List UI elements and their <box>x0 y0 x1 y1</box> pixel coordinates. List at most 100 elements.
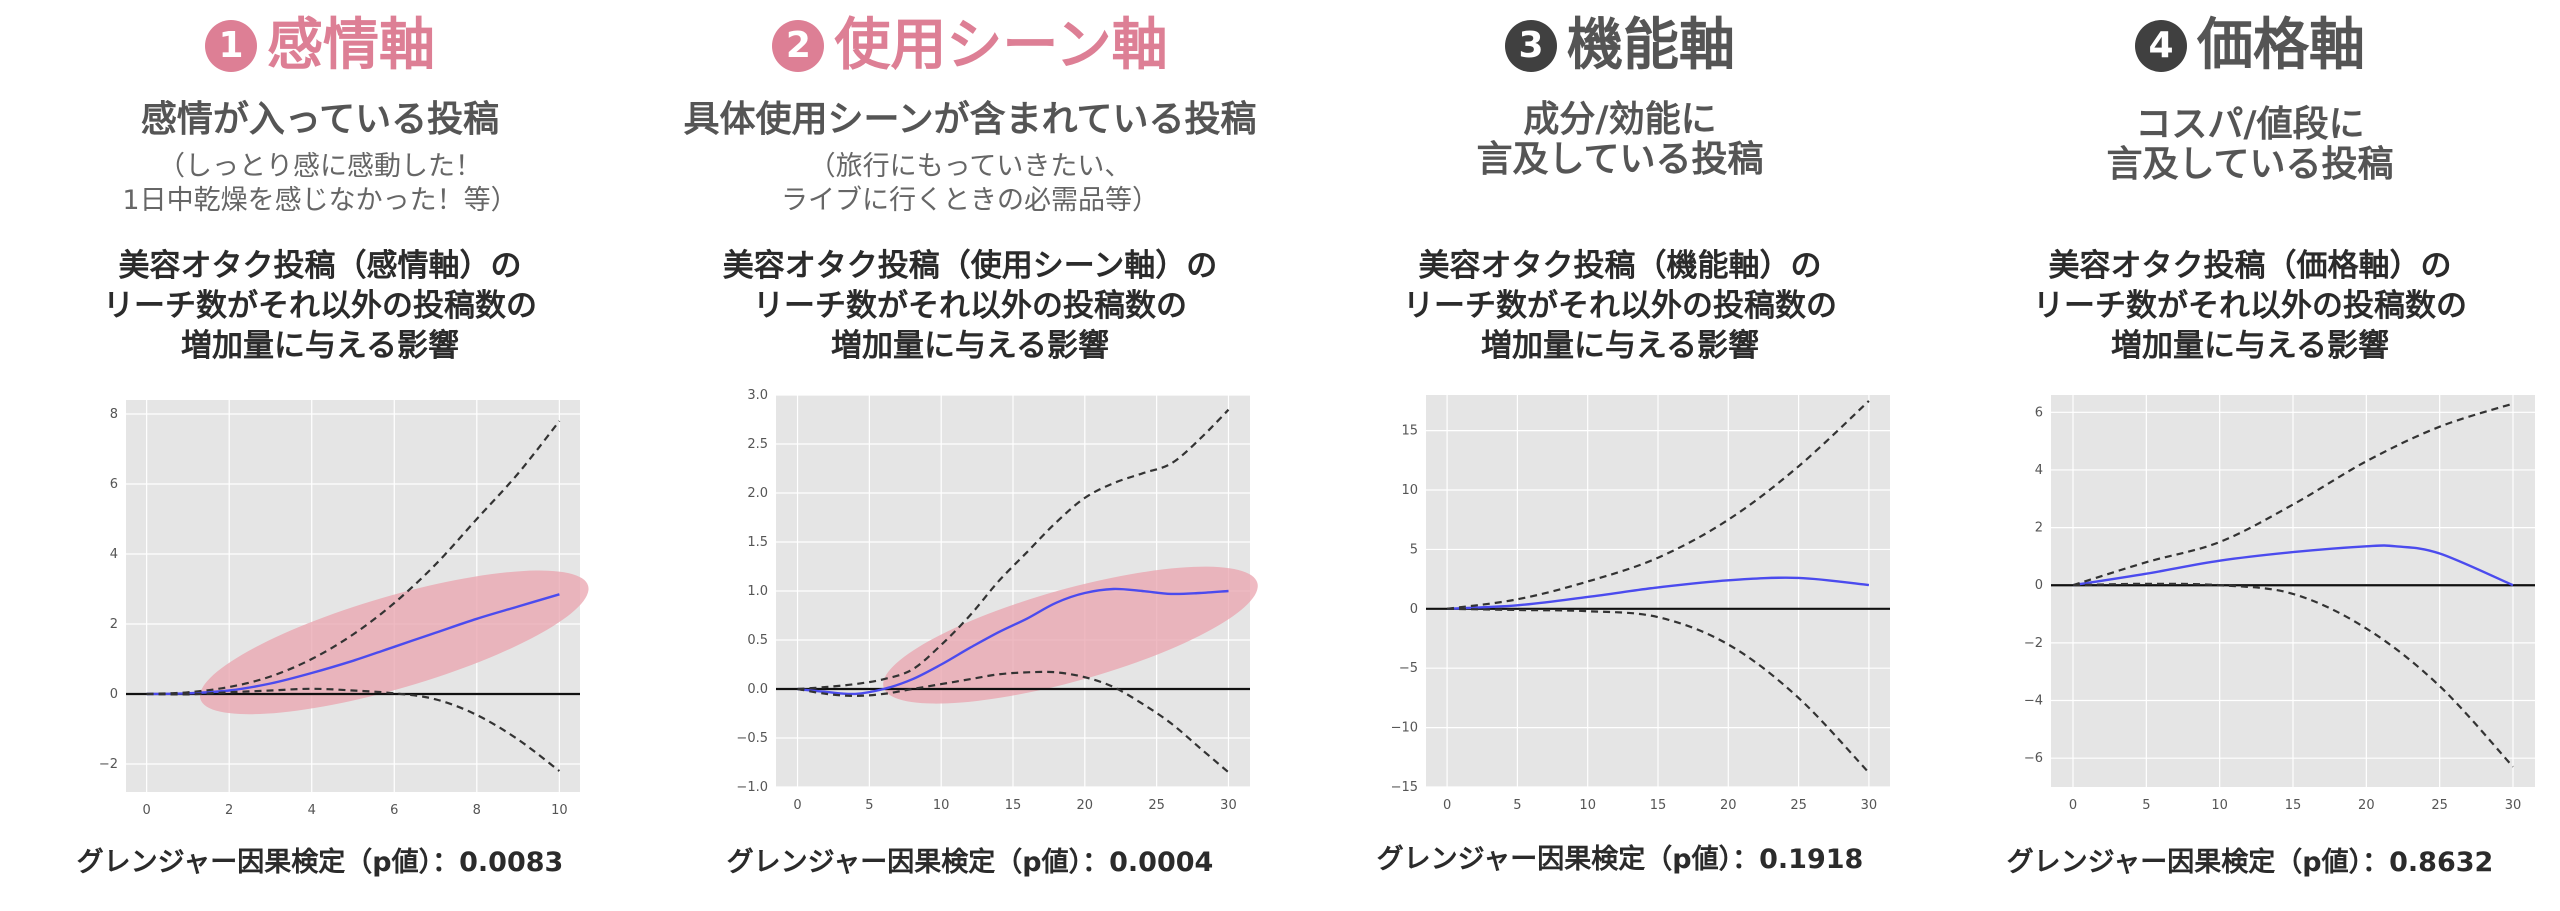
description-line: 成分/効能に <box>1523 99 1717 140</box>
irf-chart-function: 0 5 10 15 20 25 30 −15 −10 −5 0 5 10 15 <box>1391 395 1890 813</box>
chart-title-line: 美容オタク投稿（感情軸）の <box>118 248 522 284</box>
x-tick-label: 30 <box>2505 798 2522 813</box>
description-line: 感情が入っている投稿 <box>140 99 500 140</box>
panel-price: 4 価格軸 コスパ/値段に 言及している投稿 美容オタク投稿（価格軸）の リーチ… <box>1940 0 2560 911</box>
upper-confidence-band <box>1446 400 1870 610</box>
y-tick-label: 2.5 <box>747 437 768 452</box>
chart-title-line: 増加量に与える影響 <box>1480 328 1760 364</box>
y-tick-label: 15 <box>1401 424 1418 439</box>
panel-title: 使用シーン軸 <box>834 13 1168 78</box>
impulse-response-line <box>146 593 560 696</box>
x-tick-label: 15 <box>2285 798 2302 813</box>
irf-chart-emotion: 0 2 4 6 8 10 −2 0 2 4 6 8 <box>99 400 589 818</box>
x-tick-label: 30 <box>1861 798 1878 813</box>
granger-pvalue: グレンジャー因果検定（p値）：0.8632 <box>2006 847 2494 878</box>
x-tick-label: 5 <box>2142 798 2150 813</box>
chart-title-line: リーチ数がそれ以外の投稿数の <box>103 288 537 324</box>
x-tick-label: 8 <box>473 803 481 818</box>
chart-title-line: 美容オタク投稿（使用シーン軸）の <box>722 248 1218 284</box>
x-tick-label: 25 <box>2431 798 2448 813</box>
x-tick-label: 15 <box>1005 798 1022 813</box>
y-tick-label: −0.5 <box>736 731 768 746</box>
y-tick-label: 0 <box>1410 602 1418 617</box>
panel-description: コスパ/値段に 言及している投稿 <box>1940 105 2560 185</box>
panel-title: 価格軸 <box>2197 13 2365 78</box>
panel-description: 成分/効能に 言及している投稿 <box>1300 100 1940 180</box>
number-badge: 2 <box>772 20 825 72</box>
x-tick-label: 25 <box>1148 798 1165 813</box>
chart-title: 美容オタク投稿（使用シーン軸）の リーチ数がそれ以外の投稿数の 増加量に与える影… <box>640 246 1300 366</box>
chart-title: 美容オタク投稿（機能軸）の リーチ数がそれ以外の投稿数の 増加量に与える影響 <box>1300 246 1940 366</box>
y-tick-label: −6 <box>2024 751 2043 766</box>
x-tick-label: 4 <box>308 803 316 818</box>
description-line: 具体使用シーンが含まれている投稿 <box>683 99 1257 140</box>
example-line: ライブに行くときの必需品等） <box>781 185 1159 216</box>
upper-confidence-band <box>797 408 1230 691</box>
y-tick-label: 2 <box>110 617 118 632</box>
chart-title: 美容オタク投稿（価格軸）の リーチ数がそれ以外の投稿数の 増加量に与える影響 <box>1940 246 2560 366</box>
number-badge: 3 <box>1505 20 1557 72</box>
chart-title-line: 美容オタク投稿（価格軸）の <box>2048 248 2452 284</box>
y-tick-label: 6 <box>2035 405 2043 420</box>
y-tick-label: −4 <box>2024 694 2043 709</box>
x-tick-label: 15 <box>1650 798 1667 813</box>
lower-confidence-band <box>2072 582 2514 768</box>
panel-title: 感情軸 <box>267 13 435 78</box>
x-tick-label: 0 <box>1443 798 1451 813</box>
impulse-response-line <box>1447 576 1870 610</box>
y-tick-label: −2 <box>99 757 118 772</box>
chart-title-line: リーチ数がそれ以外の投稿数の <box>753 288 1187 324</box>
example-line: 1日中乾燥を感じなかった！等） <box>122 185 518 216</box>
impulse-response-line <box>2072 544 2514 587</box>
x-tick-label: 10 <box>2211 798 2228 813</box>
x-tick-label: 0 <box>142 803 150 818</box>
x-tick-label: 10 <box>933 798 950 813</box>
lower-confidence-band <box>797 670 1230 774</box>
x-tick-label: 20 <box>2358 798 2375 813</box>
chart-title-line: 美容オタク投稿（機能軸）の <box>1418 248 1822 284</box>
y-tick-label: 6 <box>110 477 118 492</box>
highlight-ellipse <box>883 566 1258 704</box>
x-tick-label: 0 <box>2069 798 2077 813</box>
x-tick-label: 0 <box>793 798 801 813</box>
y-tick-label: 4 <box>110 547 118 562</box>
panel-emotion: 1 感情軸 感情が入っている投稿 （しっとり感に感動した！ 1日中乾燥を感じなか… <box>0 0 640 911</box>
y-tick-label: 0 <box>110 687 118 702</box>
y-tick-label: 2.0 <box>747 486 768 501</box>
chart-title-line: 増加量に与える影響 <box>180 328 460 364</box>
y-tick-label: 10 <box>1401 483 1418 498</box>
highlight-ellipse <box>199 570 589 715</box>
example-line: （しっとり感に感動した！ <box>158 151 482 182</box>
panel-title: 機能軸 <box>1567 13 1735 78</box>
panel-examples: （旅行にもっていきたい、 ライブに行くときの必需品等） <box>640 150 1300 218</box>
y-tick-label: 0.5 <box>747 633 768 648</box>
y-tick-label: −2 <box>2024 636 2043 651</box>
upper-confidence-band <box>146 420 561 696</box>
irf-chart-usage-scene: 0 5 10 15 20 25 30 −1.0 −0.5 0.0 0.5 1.0 1.5 2.0 2.5 3.… <box>736 388 1258 813</box>
y-tick-label: 3.0 <box>747 388 768 403</box>
y-tick-label: 5 <box>1410 542 1418 557</box>
y-tick-label: −10 <box>1391 721 1418 736</box>
x-tick-label: 30 <box>1220 798 1237 813</box>
chart-title-line: リーチ数がそれ以外の投稿数の <box>1403 288 1837 324</box>
x-tick-label: 5 <box>865 798 873 813</box>
x-tick-label: 20 <box>1720 798 1737 813</box>
y-tick-label: 4 <box>2035 463 2043 478</box>
description-line: 言及している投稿 <box>1476 139 1764 180</box>
y-tick-label: −5 <box>1399 661 1418 676</box>
y-tick-label: 0 <box>2035 578 2043 593</box>
x-tick-label: 2 <box>225 803 233 818</box>
panel-examples: （しっとり感に感動した！ 1日中乾燥を感じなかった！等） <box>0 150 640 218</box>
description-line: コスパ/値段に <box>2135 104 2365 145</box>
y-tick-label: 8 <box>110 407 118 422</box>
chart-title-line: 増加量に与える影響 <box>830 328 1110 364</box>
panel-heading: 4 価格軸 <box>1940 6 2560 86</box>
panel-heading: 2 使用シーン軸 <box>640 6 1300 86</box>
chart-title-line: リーチ数がそれ以外の投稿数の <box>2033 288 2467 324</box>
granger-pvalue: グレンジャー因果検定（p値）：0.1918 <box>1376 844 1864 875</box>
panel-heading: 1 感情軸 <box>0 6 640 86</box>
number-badge: 1 <box>205 20 257 72</box>
x-tick-label: 25 <box>1790 798 1807 813</box>
impulse-response-line <box>797 587 1229 696</box>
x-tick-label: 6 <box>390 803 398 818</box>
